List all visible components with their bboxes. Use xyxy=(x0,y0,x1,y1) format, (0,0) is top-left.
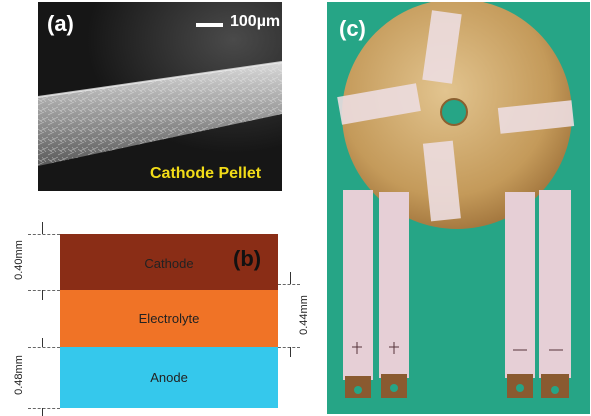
dimension-guide xyxy=(28,290,60,291)
scale-bar xyxy=(196,23,223,27)
dimension-arrow xyxy=(42,222,43,234)
tape-strip xyxy=(497,100,575,134)
panel-c-label: (c) xyxy=(339,16,366,41)
dimension-guide xyxy=(28,408,60,409)
dimension-guide xyxy=(28,234,60,235)
cathode-layer-label: Cathode xyxy=(144,256,194,271)
anode-layer-label: Anode xyxy=(150,370,188,385)
lead-strip xyxy=(343,190,373,380)
anode-layer: Anode xyxy=(60,347,278,408)
electrolyte-layer: Electrolyte xyxy=(60,290,278,347)
lead-strip xyxy=(505,192,535,378)
dimension-guide xyxy=(278,284,300,285)
disc-center-hole xyxy=(440,98,468,126)
sem-image xyxy=(38,2,282,191)
cathode-layer: Cathode xyxy=(60,234,278,293)
tape-strip xyxy=(422,140,461,222)
electrolyte-thickness-label: 0.44mm xyxy=(298,295,310,335)
dimension-arrow xyxy=(290,347,291,357)
tape-strip xyxy=(337,83,421,125)
layer-schematic-panel: Cathode Electrolyte Anode (b) 0.40mm 0.4… xyxy=(0,214,325,416)
dimension-guide xyxy=(28,347,60,348)
panel-a-label: (a) xyxy=(47,11,74,36)
cell-photo-panel: (c) xyxy=(327,2,590,414)
dimension-arrow xyxy=(42,290,43,300)
tape-strip xyxy=(422,10,462,84)
dimension-guide xyxy=(278,347,300,348)
cathode-pellet-caption: Cathode Pellet xyxy=(150,165,262,182)
electrolyte-layer-label: Electrolyte xyxy=(138,311,200,326)
panel-b-label: (b) xyxy=(233,246,262,271)
lead-strip xyxy=(539,190,571,378)
sem-micrograph-panel: (a) 100µm Cathode Pellet xyxy=(38,2,282,191)
anode-thickness-label: 0.48mm xyxy=(13,355,25,395)
cathode-thickness-label: 0.40mm xyxy=(13,240,25,280)
cell-photo xyxy=(337,2,575,398)
scale-bar-text: 100µm xyxy=(230,13,281,30)
dimension-arrow xyxy=(42,338,43,347)
dimension-arrow xyxy=(290,272,291,284)
dimension-arrow xyxy=(42,408,43,416)
